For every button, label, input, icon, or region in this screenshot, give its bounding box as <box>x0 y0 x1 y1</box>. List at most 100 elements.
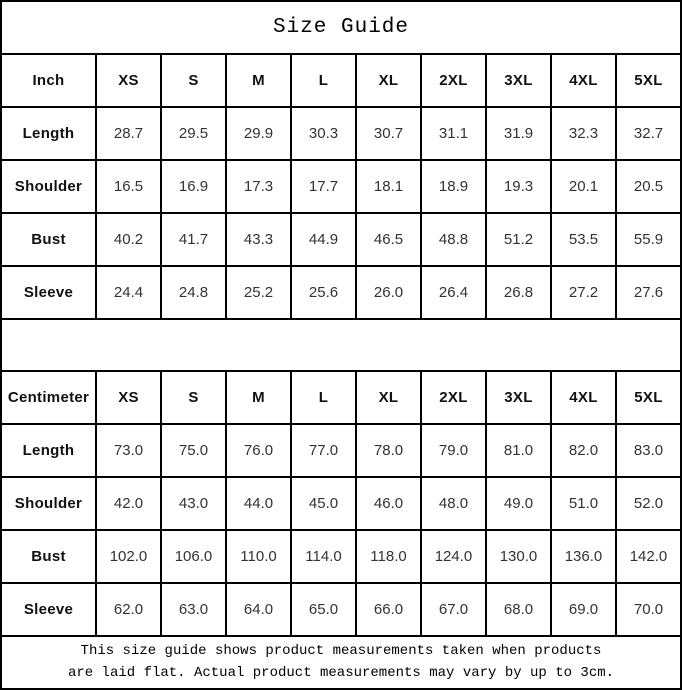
measurement-cell: 46.0 <box>357 478 420 529</box>
measurement-cell: 114.0 <box>292 531 355 582</box>
measurement-cell: 43.3 <box>227 214 290 265</box>
measurement-cell: 55.9 <box>617 214 680 265</box>
measurement-cell: 64.0 <box>227 584 290 635</box>
measurement-cell: 102.0 <box>97 531 160 582</box>
measurement-cell: 63.0 <box>162 584 225 635</box>
measurement-cell: 31.1 <box>422 108 485 159</box>
column-header: 5XL <box>617 372 680 423</box>
measurement-cell: 48.0 <box>422 478 485 529</box>
measurement-cell: 45.0 <box>292 478 355 529</box>
measurement-cell: 46.5 <box>357 214 420 265</box>
column-header: XL <box>357 55 420 106</box>
column-header: 5XL <box>617 55 680 106</box>
column-header: 3XL <box>487 55 550 106</box>
column-header: S <box>162 372 225 423</box>
measurement-cell: 70.0 <box>617 584 680 635</box>
measurement-cell: 75.0 <box>162 425 225 476</box>
measurement-cell: 83.0 <box>617 425 680 476</box>
measurement-cell: 82.0 <box>552 425 615 476</box>
measurement-cell: 69.0 <box>552 584 615 635</box>
measurement-cell: 24.4 <box>97 267 160 318</box>
measurement-cell: 40.2 <box>97 214 160 265</box>
row-label: Sleeve <box>2 584 95 635</box>
measurement-cell: 29.9 <box>227 108 290 159</box>
measurement-cell: 25.6 <box>292 267 355 318</box>
column-header: S <box>162 55 225 106</box>
measurement-cell: 130.0 <box>487 531 550 582</box>
measurement-cell: 18.9 <box>422 161 485 212</box>
measurement-cell: 68.0 <box>487 584 550 635</box>
measurement-cell: 16.9 <box>162 161 225 212</box>
measurement-cell: 32.7 <box>617 108 680 159</box>
measurement-cell: 62.0 <box>97 584 160 635</box>
measurement-cell: 17.3 <box>227 161 290 212</box>
measurement-cell: 41.7 <box>162 214 225 265</box>
column-header: 2XL <box>422 55 485 106</box>
measurement-cell: 43.0 <box>162 478 225 529</box>
column-header: 3XL <box>487 372 550 423</box>
footer-note: This size guide shows product measuremen… <box>2 637 680 688</box>
column-header: 2XL <box>422 372 485 423</box>
column-header: 4XL <box>552 372 615 423</box>
measurement-cell: 16.5 <box>97 161 160 212</box>
measurement-cell: 53.5 <box>552 214 615 265</box>
measurement-cell: 142.0 <box>617 531 680 582</box>
measurement-cell: 77.0 <box>292 425 355 476</box>
row-label: Sleeve <box>2 267 95 318</box>
measurement-cell: 124.0 <box>422 531 485 582</box>
measurement-cell: 51.2 <box>487 214 550 265</box>
measurement-cell: 110.0 <box>227 531 290 582</box>
measurement-cell: 27.6 <box>617 267 680 318</box>
row-label: Shoulder <box>2 478 95 529</box>
measurement-cell: 52.0 <box>617 478 680 529</box>
measurement-cell: 73.0 <box>97 425 160 476</box>
inch-table: Inch XS S M L XL 2XL 3XL 4XL 5XL Length 28.7 29.5 29.… <box>2 55 680 318</box>
measurement-cell: 27.2 <box>552 267 615 318</box>
measurement-cell: 44.9 <box>292 214 355 265</box>
measurement-cell: 20.1 <box>552 161 615 212</box>
column-header: L <box>292 55 355 106</box>
measurement-cell: 30.3 <box>292 108 355 159</box>
measurement-cell: 26.0 <box>357 267 420 318</box>
row-label: Bust <box>2 214 95 265</box>
measurement-cell: 51.0 <box>552 478 615 529</box>
measurement-cell: 49.0 <box>487 478 550 529</box>
row-label: Bust <box>2 531 95 582</box>
table-spacer <box>2 320 680 370</box>
measurement-cell: 106.0 <box>162 531 225 582</box>
measurement-cell: 136.0 <box>552 531 615 582</box>
measurement-cell: 17.7 <box>292 161 355 212</box>
column-header: XS <box>97 372 160 423</box>
unit-header: Centimeter <box>2 372 95 423</box>
measurement-cell: 19.3 <box>487 161 550 212</box>
measurement-cell: 78.0 <box>357 425 420 476</box>
column-header: M <box>227 372 290 423</box>
page-title: Size Guide <box>2 2 680 53</box>
row-label: Length <box>2 108 95 159</box>
measurement-cell: 118.0 <box>357 531 420 582</box>
measurement-cell: 18.1 <box>357 161 420 212</box>
measurement-cell: 76.0 <box>227 425 290 476</box>
footer-note-line-1: This size guide shows product measuremen… <box>80 642 602 659</box>
measurement-cell: 29.5 <box>162 108 225 159</box>
measurement-cell: 25.2 <box>227 267 290 318</box>
measurement-cell: 79.0 <box>422 425 485 476</box>
measurement-cell: 67.0 <box>422 584 485 635</box>
measurement-cell: 48.8 <box>422 214 485 265</box>
measurement-cell: 81.0 <box>487 425 550 476</box>
column-header: M <box>227 55 290 106</box>
row-label: Length <box>2 425 95 476</box>
measurement-cell: 26.4 <box>422 267 485 318</box>
measurement-cell: 66.0 <box>357 584 420 635</box>
column-header: L <box>292 372 355 423</box>
measurement-cell: 31.9 <box>487 108 550 159</box>
footer-note-line-2: are laid flat. Actual product measuremen… <box>67 664 615 681</box>
measurement-cell: 20.5 <box>617 161 680 212</box>
unit-header: Inch <box>2 55 95 106</box>
measurement-cell: 42.0 <box>97 478 160 529</box>
measurement-cell: 65.0 <box>292 584 355 635</box>
row-label: Shoulder <box>2 161 95 212</box>
measurement-cell: 24.8 <box>162 267 225 318</box>
measurement-cell: 32.3 <box>552 108 615 159</box>
